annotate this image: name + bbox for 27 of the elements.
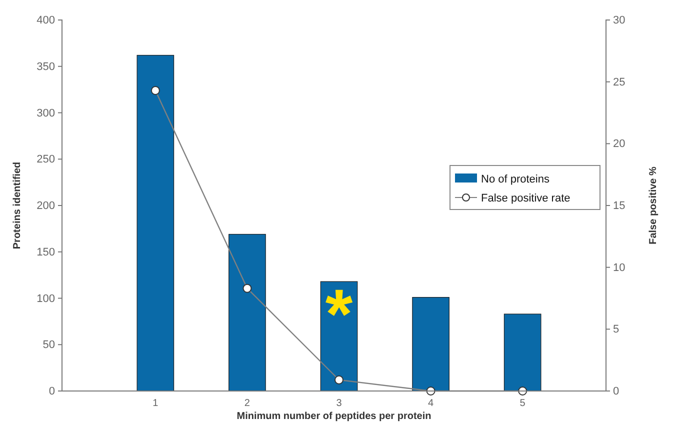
legend-label: False positive rate — [481, 192, 570, 204]
x-tick-label: 5 — [520, 398, 526, 410]
y-axis-title: Proteins identified — [12, 162, 23, 250]
x-tick-label: 1 — [152, 398, 159, 410]
y-tick-label: 250 — [36, 154, 55, 166]
y-tick-label: 100 — [36, 292, 55, 305]
y-tick-label: 350 — [36, 60, 55, 73]
x-tick-label: 2 — [244, 398, 250, 410]
legend-label: No of proteins — [481, 174, 550, 186]
y2-tick-label: 0 — [613, 386, 620, 398]
x-axis-title: Minimum number of peptides per protein — [236, 411, 432, 422]
y2-tick-label: 25 — [613, 76, 626, 88]
y-tick-label: 50 — [42, 339, 55, 352]
y-tick-label: 400 — [36, 14, 55, 27]
y-tick-label: 150 — [36, 246, 55, 258]
y2-tick-label: 5 — [613, 324, 620, 336]
y-tick-label: 0 — [48, 386, 55, 398]
x-tick-label: 4 — [428, 398, 434, 410]
y2-tick-label: 30 — [613, 14, 626, 27]
y2-tick-label: 10 — [613, 262, 626, 274]
annotation: * — [325, 275, 354, 353]
x-tick-label: 3 — [336, 398, 342, 410]
y2-axis-title: False positive % — [648, 166, 659, 244]
y2-tick-label: 20 — [613, 138, 626, 150]
y2-tick-label: 15 — [613, 200, 626, 212]
y-tick-label: 300 — [36, 107, 55, 120]
y-tick-label: 200 — [36, 200, 55, 212]
